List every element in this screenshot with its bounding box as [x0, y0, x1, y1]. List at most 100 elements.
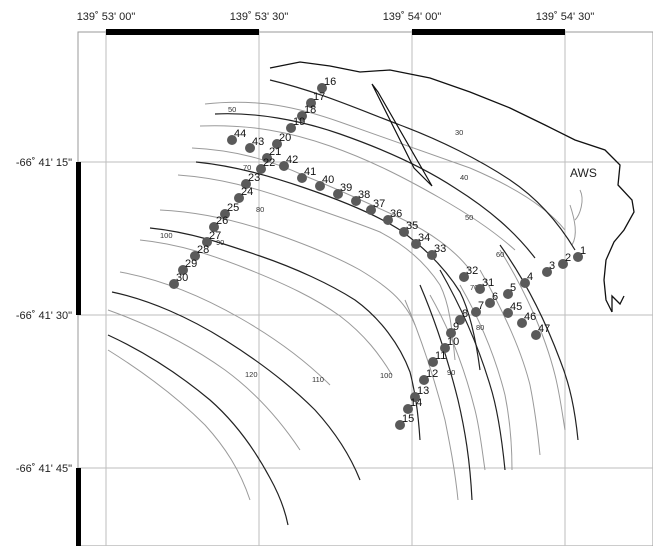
station-label: 31: [482, 277, 494, 289]
station-label: 29: [185, 258, 197, 270]
station-label: 7: [478, 300, 484, 312]
station-label: 35: [406, 220, 418, 232]
station-marker: [419, 375, 429, 385]
station-marker: [531, 330, 541, 340]
station-marker: [245, 143, 255, 153]
station-label: 2: [565, 252, 571, 264]
station-label: 45: [510, 301, 522, 313]
contour-label: 40: [460, 173, 468, 182]
station-marker: [209, 222, 219, 232]
station-marker: [485, 298, 495, 308]
station-marker: [558, 259, 568, 269]
station-label: 43: [252, 136, 264, 148]
station-label: 1: [580, 245, 586, 257]
contour-lines: [107, 79, 583, 526]
station-label: 21: [269, 146, 281, 158]
station-marker: [286, 123, 296, 133]
station-label: 27: [209, 230, 221, 242]
contour-label: 100: [160, 231, 173, 240]
station-marker: [234, 193, 244, 203]
station-marker: [503, 308, 513, 318]
station-label: 33: [434, 243, 446, 255]
station-marker: [241, 179, 251, 189]
station-marker: [471, 307, 481, 317]
lon-label-3: 139˚ 54' 00": [383, 11, 442, 23]
station-label: 23: [248, 172, 260, 184]
contour-label: 70: [470, 283, 478, 292]
station-marker: [503, 289, 513, 299]
station-marker: [410, 392, 420, 402]
lat-label-1: -66˚ 41' 15": [16, 157, 72, 169]
station-marker: [297, 173, 307, 183]
station-label: 25: [227, 202, 239, 214]
graticule: [76, 29, 653, 546]
contour-labels: 30 40 50 50 60 70 70 80 80 90 90 100 100…: [160, 105, 504, 384]
station-marker: [220, 209, 230, 219]
contour-label: 100: [380, 371, 393, 380]
station-label: 40: [322, 174, 334, 186]
contour-label: 60: [496, 250, 504, 259]
station-marker: [403, 404, 413, 414]
station-label: 18: [304, 104, 316, 116]
station-marker: [520, 278, 530, 288]
station-label: 12: [426, 368, 438, 380]
lat-label-2: -66˚ 41' 30": [16, 310, 72, 322]
station-label: 16: [324, 76, 336, 88]
station-label: 3: [549, 260, 555, 272]
station-label: 17: [313, 91, 325, 103]
station-label: 22: [263, 157, 275, 169]
station-label: 10: [447, 336, 459, 348]
contour-label: 80: [476, 323, 484, 332]
aws-label: AWS: [570, 166, 597, 180]
station-marker: [455, 315, 465, 325]
station-label: 11: [435, 350, 446, 362]
contour-label: 30: [455, 128, 463, 137]
station-marker: [202, 237, 212, 247]
station-label: 28: [197, 244, 209, 256]
station-label: 39: [340, 182, 352, 194]
station-marker: [351, 196, 361, 206]
station-marker: [440, 343, 450, 353]
station-label: 4: [527, 271, 533, 283]
station-label: 42: [286, 154, 298, 166]
station-label: 15: [402, 413, 414, 425]
contour-label: 90: [216, 238, 224, 247]
station-label: 6: [492, 291, 498, 303]
station-label: 13: [417, 385, 429, 397]
contour-label: 50: [228, 105, 236, 114]
station-label: 34: [418, 232, 430, 244]
station-marker: [399, 227, 409, 237]
station-label: 44: [234, 128, 246, 140]
lon-label-1: 139˚ 53' 00": [77, 11, 136, 23]
station-label: 8: [462, 308, 468, 320]
station-label: 9: [453, 321, 459, 333]
station-label: 19: [293, 116, 305, 128]
station-label: 46: [524, 311, 536, 323]
lon-label-4: 139˚ 54' 30": [536, 11, 595, 23]
contour-label: 90: [447, 368, 455, 377]
station-marker: [306, 98, 316, 108]
contour-label: 70: [243, 163, 251, 172]
station-marker: [272, 139, 282, 149]
station-marker: [446, 328, 456, 338]
contour-label: 120: [245, 370, 258, 379]
station-marker: [517, 318, 527, 328]
station-label: 14: [410, 397, 422, 409]
station-label: 26: [216, 215, 228, 227]
contour-label: 110: [312, 375, 324, 384]
coastline: [269, 61, 635, 313]
station-marker: [383, 215, 393, 225]
station-label: 36: [390, 208, 402, 220]
station-label: 32: [466, 265, 478, 277]
station-marker: [411, 239, 421, 249]
station-marker: [190, 251, 200, 261]
stations: 1234567891011121314151617181920212223242…: [169, 76, 586, 430]
station-marker: [227, 135, 237, 145]
station-marker: [395, 420, 405, 430]
lat-label-3: -66˚ 41' 45": [16, 463, 72, 475]
station-label: 47: [538, 323, 550, 335]
station-marker: [366, 205, 376, 215]
contour-label: 50: [465, 213, 473, 222]
station-marker: [475, 284, 485, 294]
